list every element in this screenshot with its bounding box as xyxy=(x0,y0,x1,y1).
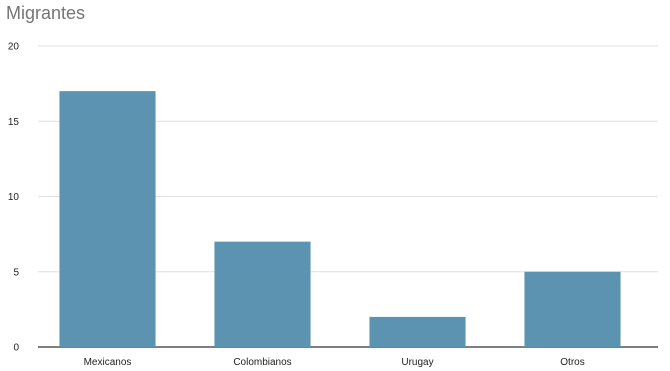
x-tick-label: Urugay xyxy=(401,357,433,368)
y-tick-label: 5 xyxy=(13,267,19,278)
x-tick-label: Colombianos xyxy=(233,357,291,368)
bar-otros xyxy=(524,271,621,347)
bars xyxy=(59,91,621,348)
x-tick-label: Otros xyxy=(560,357,584,368)
x-tick-label: Mexicanos xyxy=(84,357,132,368)
y-tick-label: 20 xyxy=(8,42,20,53)
y-tick-label: 0 xyxy=(13,343,19,354)
bar-mexicanos xyxy=(59,91,156,348)
bar-colombianos xyxy=(214,241,311,347)
x-axis-ticks: Mexicanos Colombianos Urugay Otros xyxy=(84,357,585,368)
bar-urugay xyxy=(369,316,466,347)
y-axis-ticks: 0 5 10 15 20 xyxy=(8,42,20,354)
chart-title: Migrantes xyxy=(6,3,86,23)
y-tick-label: 15 xyxy=(8,117,20,128)
y-tick-label: 10 xyxy=(8,192,20,203)
